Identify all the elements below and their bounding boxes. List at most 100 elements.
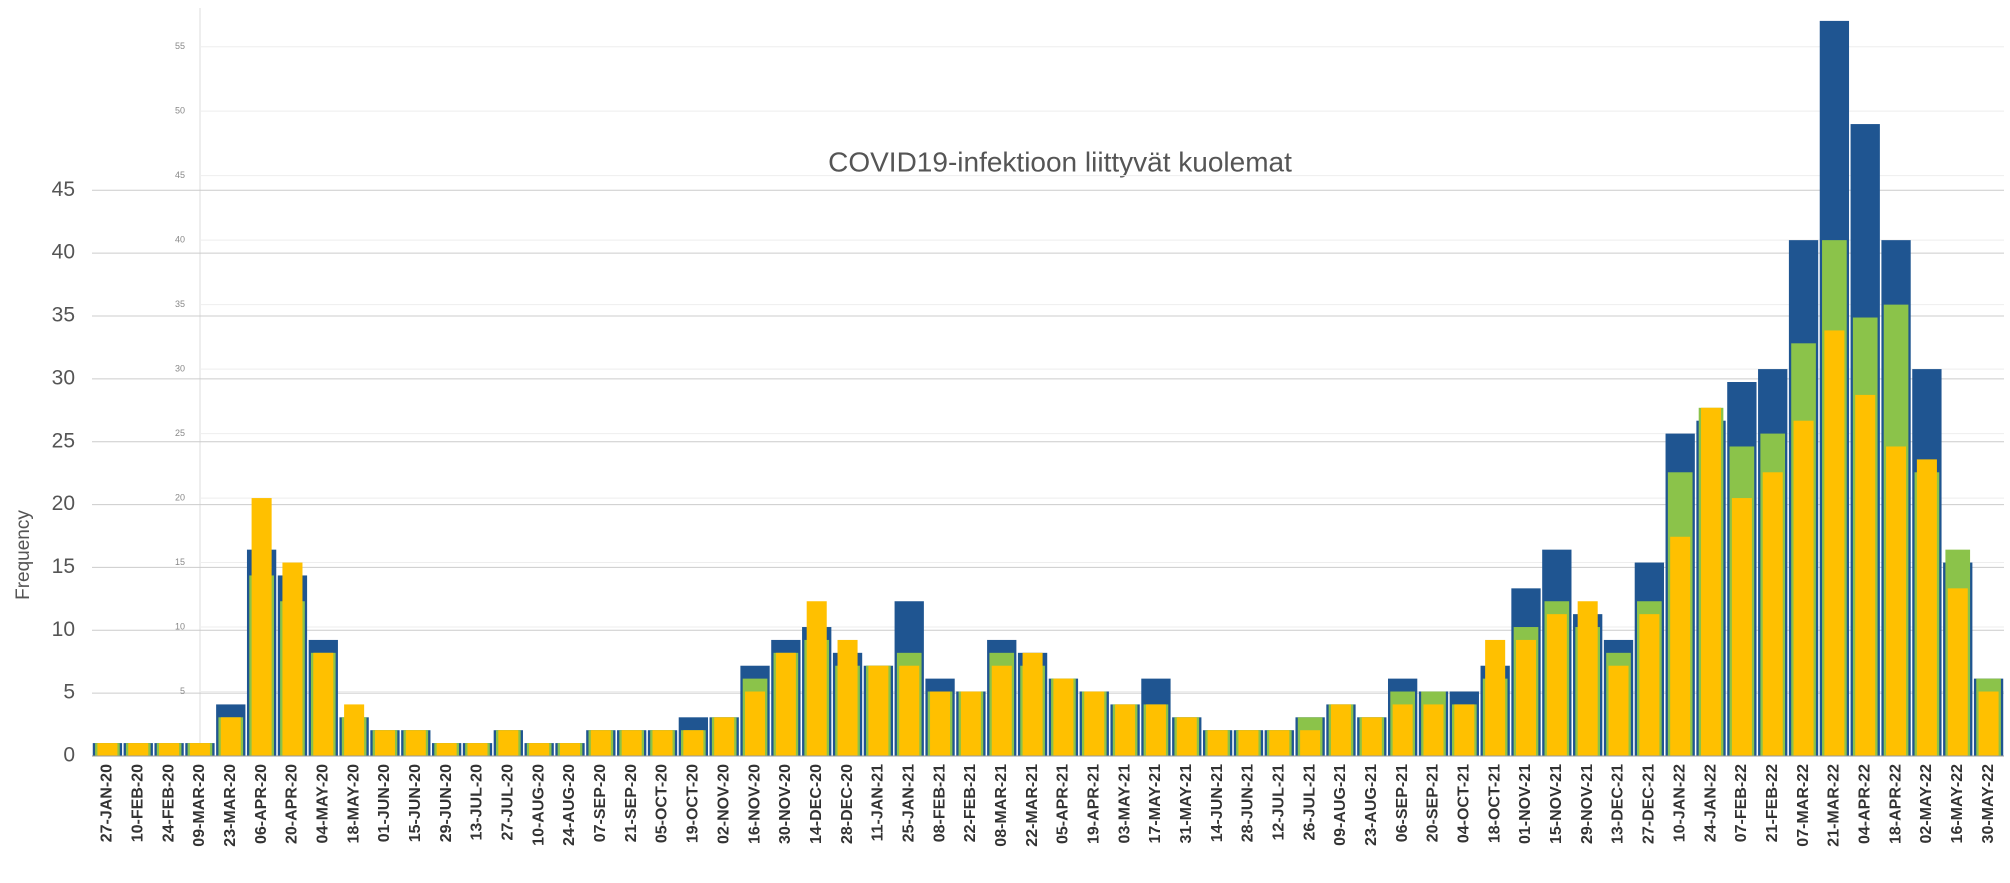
bar bbox=[1361, 717, 1382, 756]
x-tick-label: 15-JUN-20 bbox=[407, 764, 424, 842]
bar bbox=[1670, 536, 1691, 756]
x-tick-label: 31-MAY-21 bbox=[1178, 764, 1195, 844]
x-tick-label: 11-JAN-21 bbox=[870, 764, 887, 841]
x-tick-label: 07-SEP-20 bbox=[592, 764, 609, 842]
bar bbox=[1947, 588, 1968, 756]
x-tick-label: 04-MAY-20 bbox=[315, 764, 332, 844]
bar bbox=[251, 498, 272, 756]
bar bbox=[189, 743, 210, 756]
bar bbox=[806, 601, 827, 756]
bar bbox=[436, 743, 457, 756]
y-tick-label: 25 bbox=[175, 428, 185, 438]
x-tick-label: 25-JAN-21 bbox=[900, 764, 917, 842]
x-tick-label: 24-FEB-20 bbox=[160, 764, 177, 842]
x-tick-label: 06-SEP-21 bbox=[1394, 764, 1411, 842]
x-tick-label: 13-JUL-20 bbox=[469, 764, 486, 841]
x-tick-label: 29-NOV-21 bbox=[1579, 764, 1596, 844]
x-tick-label: 13-DEC-21 bbox=[1610, 764, 1627, 844]
bar bbox=[1701, 407, 1722, 756]
x-tick-label: 05-OCT-20 bbox=[654, 764, 671, 843]
x-tick-label: 01-JUN-20 bbox=[376, 764, 393, 842]
bar bbox=[899, 665, 920, 756]
bar bbox=[128, 743, 149, 756]
bar bbox=[220, 717, 241, 756]
y2-tick-label: 35 bbox=[52, 304, 75, 327]
x-tick-label: 14-JUN-21 bbox=[1209, 764, 1226, 842]
bar bbox=[1515, 639, 1537, 756]
x-tick-label: 19-OCT-20 bbox=[685, 764, 702, 843]
bar bbox=[1084, 691, 1105, 756]
y-tick-label: 30 bbox=[175, 363, 185, 373]
x-tick-label: 27-DEC-21 bbox=[1641, 764, 1658, 844]
bar bbox=[159, 743, 180, 756]
x-tick-label: 22-FEB-21 bbox=[962, 764, 979, 842]
x-tick-label: 21-MAR-22 bbox=[1826, 764, 1843, 847]
y-tick-label: 55 bbox=[175, 41, 185, 51]
x-tick-label: 12-JUL-21 bbox=[1271, 764, 1288, 841]
y-tick-label: 20 bbox=[175, 492, 185, 502]
y2-tick-label: 45 bbox=[52, 178, 75, 201]
x-tick-label: 10-JAN-22 bbox=[1671, 764, 1688, 842]
y2-tick-label: 5 bbox=[63, 681, 75, 704]
bar bbox=[745, 691, 766, 756]
x-tick-label: 20-APR-20 bbox=[284, 764, 301, 844]
bar bbox=[590, 730, 611, 756]
y2-tick-label: 0 bbox=[63, 744, 75, 767]
x-tick-label: 01-NOV-21 bbox=[1517, 764, 1534, 844]
y-tick-label: 50 bbox=[175, 106, 185, 116]
bar bbox=[930, 691, 951, 756]
x-tick-label: 03-MAY-21 bbox=[1116, 764, 1133, 844]
bar bbox=[1916, 459, 1937, 756]
bar bbox=[344, 704, 365, 756]
y-tick-label: 15 bbox=[175, 557, 185, 567]
y-tick-label: 35 bbox=[175, 299, 185, 309]
bar bbox=[1300, 730, 1321, 756]
y-axis-label: Frequency bbox=[13, 510, 34, 600]
bar bbox=[559, 743, 581, 756]
bar bbox=[1886, 446, 1907, 756]
x-tick-label: 30-MAY-22 bbox=[1980, 764, 1997, 844]
x-tick-label: 18-OCT-21 bbox=[1486, 764, 1503, 843]
x-tick-label: 29-JUN-20 bbox=[438, 764, 455, 842]
x-tick-label: 08-FEB-21 bbox=[931, 764, 948, 842]
bar bbox=[1423, 704, 1444, 756]
bar bbox=[621, 730, 642, 756]
x-tick-label: 10-AUG-20 bbox=[530, 764, 547, 846]
bar bbox=[1454, 704, 1475, 756]
bar bbox=[97, 743, 118, 756]
x-tick-label: 15-NOV-21 bbox=[1548, 764, 1565, 844]
x-tick-label: 14-DEC-20 bbox=[808, 764, 825, 844]
bar bbox=[405, 730, 426, 756]
x-tick-label: 04-APR-22 bbox=[1856, 764, 1873, 844]
bar bbox=[1145, 704, 1166, 756]
x-tick-label: 30-NOV-20 bbox=[777, 764, 794, 844]
bar bbox=[1608, 665, 1629, 756]
bar bbox=[498, 730, 519, 756]
x-tick-label: 16-MAY-22 bbox=[1949, 764, 1966, 844]
x-tick-label: 09-AUG-21 bbox=[1332, 764, 1349, 846]
bar bbox=[313, 652, 334, 756]
bar bbox=[1330, 704, 1351, 756]
y2-tick-label: 20 bbox=[52, 492, 75, 515]
bar bbox=[714, 717, 735, 756]
bar bbox=[1824, 330, 1845, 756]
x-tick-label: 27-JUL-20 bbox=[500, 764, 517, 841]
bar bbox=[467, 743, 488, 756]
x-tick-label: 02-MAY-22 bbox=[1918, 764, 1935, 844]
bar bbox=[374, 730, 395, 756]
y-tick-label: 10 bbox=[175, 621, 185, 631]
bar bbox=[1238, 730, 1259, 756]
y-tick-label: 45 bbox=[175, 170, 185, 180]
x-tick-label: 28-JUN-21 bbox=[1240, 764, 1257, 842]
x-tick-label: 05-APR-21 bbox=[1055, 764, 1072, 844]
bar bbox=[837, 639, 858, 756]
bar bbox=[1793, 420, 1814, 756]
y2-tick-label: 30 bbox=[52, 366, 75, 389]
bar bbox=[683, 730, 704, 756]
bar bbox=[991, 665, 1012, 756]
x-tick-label: 27-JAN-20 bbox=[99, 764, 116, 842]
y-tick-label: 5 bbox=[180, 686, 185, 696]
bar bbox=[1207, 730, 1228, 756]
bar bbox=[1485, 639, 1506, 756]
